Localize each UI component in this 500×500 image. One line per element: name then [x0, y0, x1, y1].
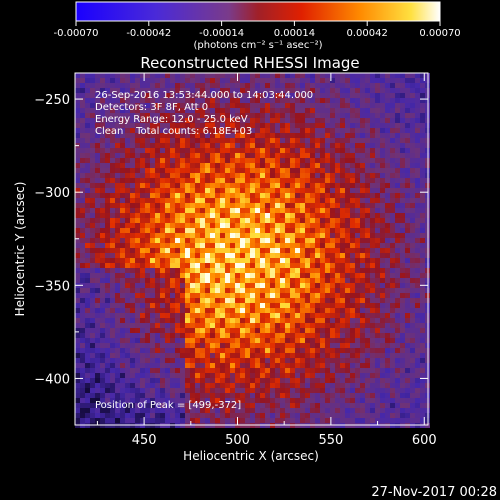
y-axis-label: Heliocentric Y (arcsec) — [13, 182, 27, 317]
chart-title: Reconstructed RHESSI Image — [140, 54, 359, 72]
annotation-time: 26-Sep-2016 13:53:44.000 to 14:03:44.000 — [95, 90, 313, 101]
annotation-clean: Clean Total counts: 6.18E+03 — [95, 126, 252, 137]
plot-frame — [74, 72, 429, 426]
colorbar-unit-label: (photons cm⁻² s⁻¹ asec⁻²) — [193, 40, 322, 51]
colorbar-ticks: -0.00070 -0.00042 -0.00014 0.00014 0.00042 0.… — [54, 21, 461, 39]
colorbar-tick-label: 0.00014 — [274, 28, 315, 39]
x-tick-label: 500 — [225, 433, 250, 448]
y-tick-label: −400 — [34, 372, 70, 387]
x-axis-label: Heliocentric X (arcsec) — [183, 449, 319, 463]
colorbar-tick-label: -0.00042 — [126, 28, 171, 39]
footer-timestamp: 27-Nov-2017 00:28 — [371, 485, 497, 500]
x-tick-label: 450 — [132, 433, 157, 448]
colorbar-tick-label: -0.00070 — [54, 28, 99, 39]
colorbar-tick-label: -0.00014 — [199, 28, 244, 39]
y-tick-label: −350 — [34, 279, 70, 294]
x-tick-label: 600 — [412, 433, 437, 448]
annotation-detectors: Detectors: 3F 8F, Att 0 — [95, 102, 208, 113]
annotation-peak: Position of Peak = [499,-372] — [95, 400, 241, 411]
colorbar-frame — [75, 1, 441, 22]
colorbar-tick-label: 0.00042 — [347, 28, 388, 39]
colorbar-tick-label: 0.00070 — [419, 28, 460, 39]
annotation-energy: Energy Range: 12.0 - 25.0 keV — [95, 114, 248, 125]
heatmap-image — [75, 73, 430, 428]
colorbar — [76, 2, 440, 21]
y-tick-label: −250 — [34, 93, 70, 108]
y-tick-label: −300 — [34, 186, 70, 201]
axis-ticks: 450 500 550 600 −250 −300 −350 −400 — [34, 73, 437, 448]
x-tick-label: 550 — [318, 433, 343, 448]
